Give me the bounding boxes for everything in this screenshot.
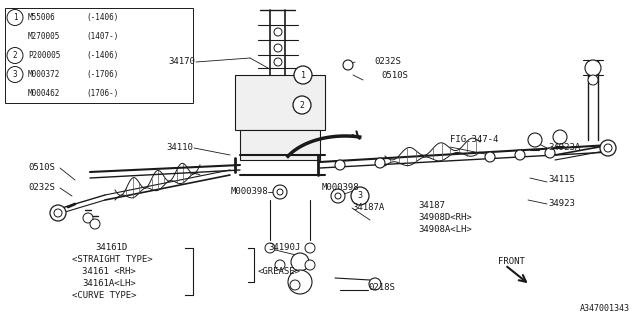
Circle shape bbox=[277, 189, 283, 195]
Bar bbox=[5, 8, 193, 103]
Circle shape bbox=[343, 60, 353, 70]
Text: FIG.347-4: FIG.347-4 bbox=[450, 135, 499, 145]
Circle shape bbox=[335, 193, 341, 199]
Circle shape bbox=[275, 260, 285, 270]
Text: 2: 2 bbox=[300, 100, 305, 109]
Circle shape bbox=[274, 44, 282, 52]
Bar bbox=[235, 75, 325, 130]
Text: 34187: 34187 bbox=[418, 201, 445, 210]
Circle shape bbox=[50, 205, 66, 221]
Circle shape bbox=[604, 144, 612, 152]
Text: FRONT: FRONT bbox=[498, 258, 525, 267]
Circle shape bbox=[291, 253, 309, 271]
Text: A347001343: A347001343 bbox=[580, 304, 630, 313]
Circle shape bbox=[273, 185, 287, 199]
Text: 34110: 34110 bbox=[166, 143, 193, 153]
Bar bbox=[240, 130, 320, 160]
Text: <STRAIGHT TYPE>: <STRAIGHT TYPE> bbox=[72, 255, 152, 265]
Text: 34923: 34923 bbox=[548, 199, 575, 209]
Circle shape bbox=[288, 270, 312, 294]
Text: 34190J: 34190J bbox=[268, 244, 300, 252]
Text: 34115: 34115 bbox=[548, 175, 575, 185]
Circle shape bbox=[375, 158, 385, 168]
Text: M000398: M000398 bbox=[230, 188, 268, 196]
Text: M000398: M000398 bbox=[321, 183, 359, 193]
Text: 34908A<LH>: 34908A<LH> bbox=[418, 226, 472, 235]
Text: P200005: P200005 bbox=[28, 51, 60, 60]
Circle shape bbox=[274, 58, 282, 66]
Text: 1: 1 bbox=[13, 13, 17, 22]
Text: (1407-): (1407-) bbox=[86, 32, 118, 41]
Text: 0232S: 0232S bbox=[28, 183, 55, 193]
Circle shape bbox=[290, 280, 300, 290]
Circle shape bbox=[54, 209, 62, 217]
Circle shape bbox=[545, 148, 555, 158]
Circle shape bbox=[528, 133, 542, 147]
Circle shape bbox=[588, 75, 598, 85]
Text: 34161D: 34161D bbox=[95, 244, 127, 252]
Text: 2: 2 bbox=[13, 51, 17, 60]
Circle shape bbox=[90, 219, 100, 229]
Text: 1: 1 bbox=[301, 70, 305, 79]
Text: (1706-): (1706-) bbox=[86, 89, 118, 98]
Circle shape bbox=[274, 28, 282, 36]
Text: (-1406): (-1406) bbox=[86, 13, 118, 22]
Text: 0510S: 0510S bbox=[28, 164, 55, 172]
Text: 34187A: 34187A bbox=[352, 204, 384, 212]
Circle shape bbox=[7, 10, 23, 26]
Text: (-1406): (-1406) bbox=[86, 51, 118, 60]
Circle shape bbox=[83, 213, 93, 223]
Text: 34161A<LH>: 34161A<LH> bbox=[82, 278, 136, 287]
Text: 34170: 34170 bbox=[168, 58, 195, 67]
Circle shape bbox=[553, 130, 567, 144]
Text: M55006: M55006 bbox=[28, 13, 56, 22]
Circle shape bbox=[515, 150, 525, 160]
Circle shape bbox=[351, 187, 369, 205]
Text: 0232S: 0232S bbox=[374, 58, 401, 67]
Text: (-1706): (-1706) bbox=[86, 70, 118, 79]
Text: 34923A: 34923A bbox=[548, 143, 580, 153]
Text: <CURVE TYPE>: <CURVE TYPE> bbox=[72, 291, 136, 300]
Circle shape bbox=[331, 189, 345, 203]
Circle shape bbox=[485, 152, 495, 162]
Circle shape bbox=[335, 160, 345, 170]
Text: M270005: M270005 bbox=[28, 32, 60, 41]
Circle shape bbox=[585, 60, 601, 76]
Text: 3: 3 bbox=[358, 191, 362, 201]
Circle shape bbox=[600, 140, 616, 156]
Text: M000372: M000372 bbox=[28, 70, 60, 79]
Text: 0218S: 0218S bbox=[368, 284, 395, 292]
Circle shape bbox=[369, 278, 381, 290]
Circle shape bbox=[294, 66, 312, 84]
Text: 0510S: 0510S bbox=[381, 70, 408, 79]
Circle shape bbox=[7, 47, 23, 63]
Circle shape bbox=[305, 243, 315, 253]
Text: 3: 3 bbox=[13, 70, 17, 79]
Text: M000462: M000462 bbox=[28, 89, 60, 98]
Circle shape bbox=[305, 260, 315, 270]
Circle shape bbox=[265, 243, 275, 253]
Text: 34908D<RH>: 34908D<RH> bbox=[418, 213, 472, 222]
Text: <GREASE>: <GREASE> bbox=[258, 268, 301, 276]
Circle shape bbox=[293, 96, 311, 114]
Circle shape bbox=[7, 67, 23, 83]
Text: 34161 <RH>: 34161 <RH> bbox=[82, 268, 136, 276]
